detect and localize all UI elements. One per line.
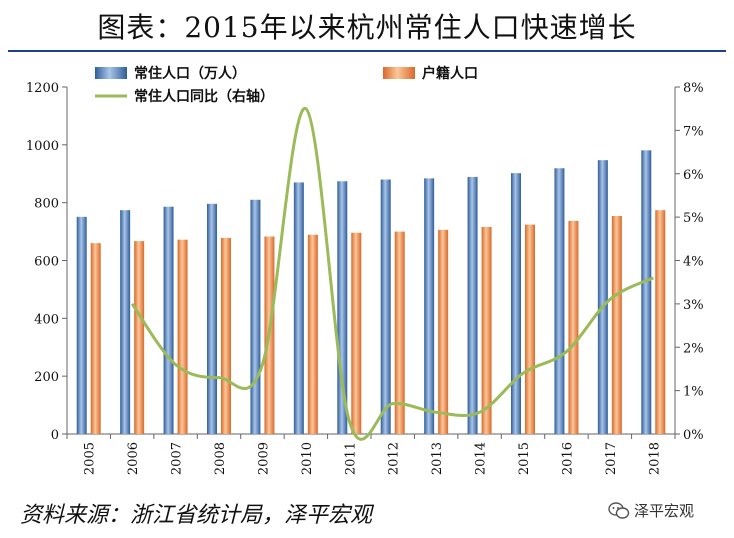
right-tick-label: 2%: [683, 341, 704, 356]
x-tick-label: 2010: [300, 442, 315, 475]
x-tick-label: 2013: [430, 442, 445, 475]
title-divider: [8, 50, 726, 52]
axes: 0 200 400 600 800 1000 1200 0% 1% 2% 3% 4% 5% 6% 7% 8% 2…: [26, 81, 704, 475]
right-tick-label: 7%: [683, 124, 704, 139]
left-tick-label: 800: [34, 197, 59, 212]
left-tick-label: 1000: [26, 139, 59, 154]
hukou-bar: [568, 220, 579, 434]
x-tick-label: 2014: [474, 442, 489, 475]
x-tick-label: 2017: [604, 442, 619, 475]
resident-bar: [163, 206, 174, 434]
left-tick-label: 0: [51, 428, 59, 443]
x-tick-label: 2005: [83, 442, 98, 475]
hukou-bar: [611, 215, 622, 434]
legend-label-hukou: 户籍人口: [422, 65, 478, 82]
yoy-line-path: [130, 107, 654, 441]
x-tick-label: 2008: [213, 442, 228, 475]
hukou-bar: [655, 210, 666, 434]
hukou-bar: [221, 237, 231, 434]
resident-bar: [511, 173, 521, 434]
resident-bar: [250, 199, 261, 434]
x-tick-label: 2016: [560, 442, 575, 475]
resident-bar: [120, 210, 131, 434]
hukou-bar: [525, 224, 535, 434]
right-tick-label: 5%: [683, 211, 704, 226]
x-tick-label: 2011: [343, 442, 358, 475]
watermark-text: 泽平宏观: [634, 502, 695, 520]
resident-bar: [554, 168, 565, 434]
hukou-bar: [481, 226, 492, 434]
right-tick-label: 4%: [683, 255, 704, 270]
right-tick-label: 8%: [683, 81, 704, 96]
watermark: 泽平宏观: [608, 500, 694, 521]
chart: 0 200 400 600 800 1000 1200 0% 1% 2% 3% 4% 5% 6% 7% 8% 2…: [26, 65, 704, 475]
legend-swatch-resident: [95, 67, 127, 79]
resident-bar: [380, 179, 391, 434]
left-tick-label: 200: [34, 370, 59, 385]
resident-bar: [641, 150, 652, 434]
wechat-icon: [608, 501, 630, 519]
legend-label-yoy: 常住人口同比（右轴）: [134, 88, 274, 105]
hukou-bar: [90, 243, 101, 434]
chart-title: 图表：2015年以来杭州常住人口快速增长: [97, 11, 637, 44]
resident-bar: [337, 181, 348, 434]
x-tick-label: 2007: [170, 442, 185, 475]
resident-bar: [467, 176, 478, 434]
right-tick-label: 6%: [683, 168, 704, 183]
bars: [76, 150, 666, 434]
hukou-bar: [134, 241, 145, 434]
x-tick-label: 2012: [387, 442, 402, 475]
source-note: 资料来源：浙江省统计局，泽平宏观: [20, 503, 373, 528]
x-tick-label: 2015: [517, 442, 532, 475]
right-tick-label: 0%: [683, 428, 704, 443]
hukou-bar: [394, 231, 405, 434]
hukou-bar: [177, 239, 188, 434]
resident-bar: [293, 182, 304, 434]
x-tick-label: 2006: [126, 442, 141, 475]
x-tick-label: 2009: [256, 442, 271, 475]
legend-swatch-hukou: [383, 67, 415, 79]
legend-label-resident: 常住人口（万人）: [134, 65, 246, 82]
resident-bar: [207, 203, 217, 434]
left-tick-label: 600: [34, 255, 59, 270]
hukou-bar: [307, 234, 318, 434]
hukou-bar: [351, 232, 362, 434]
hukou-bar: [438, 229, 449, 434]
right-tick-label: 1%: [683, 385, 704, 400]
resident-bar: [597, 160, 608, 434]
resident-bar: [76, 216, 87, 434]
yoy-line: [130, 107, 654, 441]
x-tick-label: 2018: [647, 442, 662, 475]
left-tick-label: 1200: [26, 81, 59, 96]
resident-bar: [424, 178, 435, 434]
left-tick-label: 400: [34, 312, 59, 327]
right-tick-label: 3%: [683, 298, 704, 313]
